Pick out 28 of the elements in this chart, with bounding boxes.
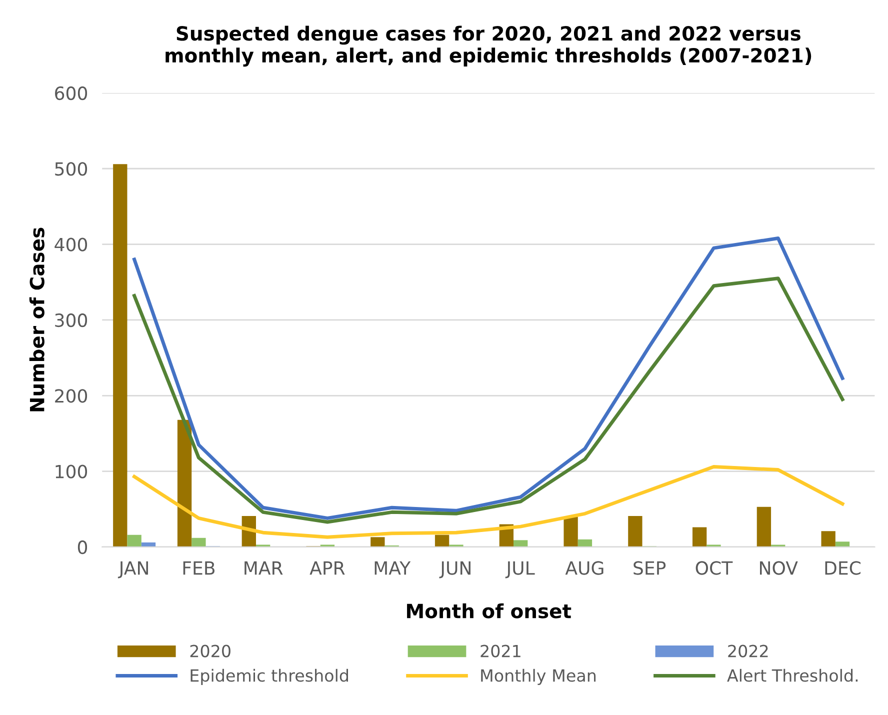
x-tick-label: JAN xyxy=(118,561,148,578)
x-tick-label: NOV xyxy=(760,561,798,575)
x-axis-title: Month of onset xyxy=(407,603,572,618)
x-tick-label: OCT xyxy=(696,561,733,575)
legend-label: Alert Threshold. xyxy=(727,668,858,682)
x-tick-label: SEP xyxy=(634,561,666,575)
x-tick-label: JUN xyxy=(439,561,470,578)
legend-label: 2022 xyxy=(728,644,768,658)
x-tick-label: FEB xyxy=(183,561,215,575)
chart-title: Suspected dengue cases for 2020, 2021 and 2022 versus monthly mean, alert, and epidemic thresholds (2007-2021) xyxy=(166,26,812,67)
x-tick-label: MAR xyxy=(244,561,283,575)
x-tick-label: DEC xyxy=(825,561,860,575)
legend-label: Epidemic threshold xyxy=(190,668,348,686)
y-tick-label: 600 xyxy=(55,86,88,100)
y-tick-label: 200 xyxy=(55,389,88,403)
legend-label: 2021 xyxy=(480,644,520,658)
y-tick-label: 500 xyxy=(55,162,88,176)
x-tick-label: APR xyxy=(310,561,345,575)
x-tick-label: AUG xyxy=(565,561,604,575)
y-tick-label: 0 xyxy=(78,540,88,554)
legend-label: 2020 xyxy=(190,644,230,658)
y-tick-label: 400 xyxy=(54,238,88,252)
x-tick-label: MAY xyxy=(374,561,411,575)
x-tick-label: JUL xyxy=(505,561,535,578)
y-tick-label: 100 xyxy=(56,464,88,478)
y-axis-title: Number of Cases xyxy=(29,228,44,412)
legend-label: Monthly Mean xyxy=(481,668,596,686)
y-tick-label: 300 xyxy=(55,313,88,328)
